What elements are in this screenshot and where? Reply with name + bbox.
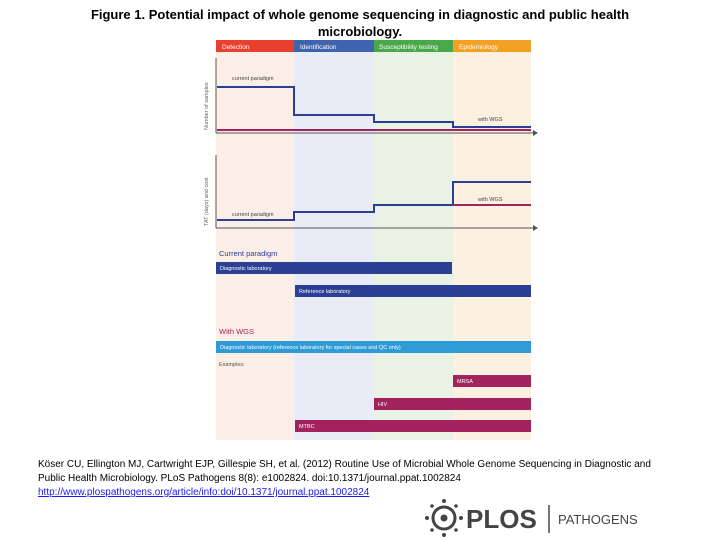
stage-label-identification: Identification [300, 44, 337, 51]
chart1-current-line [217, 86, 531, 128]
bar-example-mrsa-label: MRSA [457, 379, 473, 385]
with-wgs-heading: With WGS [219, 327, 254, 336]
chart1-ylabel: Number of samples [204, 82, 210, 130]
bar-diagnostic-laboratory [216, 262, 452, 274]
current-paradigm-heading: Current paradigm [219, 249, 277, 258]
bar-reference-laboratory [295, 285, 531, 297]
stage-bg-susceptibility [374, 52, 453, 440]
bar-diagnostic-laboratory-label: Diagnostic laboratory [220, 266, 272, 272]
logo-brand: PLOS [466, 504, 537, 534]
plos-emblem-icon [425, 499, 463, 537]
bar-example-hiv [374, 398, 531, 410]
bar-wgs-diagnostic-label: Diagnostic laboratory (reference laborat… [220, 345, 401, 351]
stage-header-susceptibility [374, 40, 453, 52]
stage-bg-detection [216, 52, 294, 440]
chart1-wgs-label: with WGS [477, 117, 503, 123]
bar-example-mtbc-label: MTBC [299, 424, 315, 430]
stage-header-epidemiology [453, 40, 531, 52]
bar-example-mrsa [453, 375, 531, 387]
chart1-current-label: current paradigm [232, 76, 274, 82]
bar-reference-laboratory-label: Reference laboratory [299, 289, 351, 295]
stage-header-identification [294, 40, 374, 52]
bar-example-mtbc [295, 420, 531, 432]
stage-bg-identification [294, 52, 374, 440]
chart2-x-arrow [533, 225, 538, 231]
stage-header-detection [216, 40, 294, 52]
stage-label-susceptibility: Susceptibility testing [379, 44, 438, 51]
citation: Köser CU, Ellington MJ, Cartwright EJP, … [38, 458, 678, 500]
chart2-current-label: current paradigm [232, 212, 274, 218]
chart2-ylabel: TAT (days) and cost [204, 177, 210, 226]
chart2-current-line [217, 181, 531, 221]
stage-label-epidemiology: Epidemiology [459, 44, 499, 51]
citation-text: Köser CU, Ellington MJ, Cartwright EJP, … [38, 459, 651, 484]
plos-pathogens-logo: PLOS PATHOGENS [425, 499, 638, 537]
examples-label: Examples: [219, 362, 245, 368]
bar-wgs-diagnostic [216, 341, 531, 353]
chart1-x-arrow [533, 130, 538, 136]
bar-example-hiv-label: HIV [378, 402, 388, 408]
logo-journal: PATHOGENS [558, 512, 638, 527]
slide-title: Figure 1. Potential impact of whole geno… [90, 7, 630, 39]
chart2-wgs-label: with WGS [477, 197, 503, 203]
stage-label-detection: Detection [222, 44, 250, 51]
citation-link[interactable]: http://www.plospathogens.org/article/inf… [38, 487, 370, 498]
